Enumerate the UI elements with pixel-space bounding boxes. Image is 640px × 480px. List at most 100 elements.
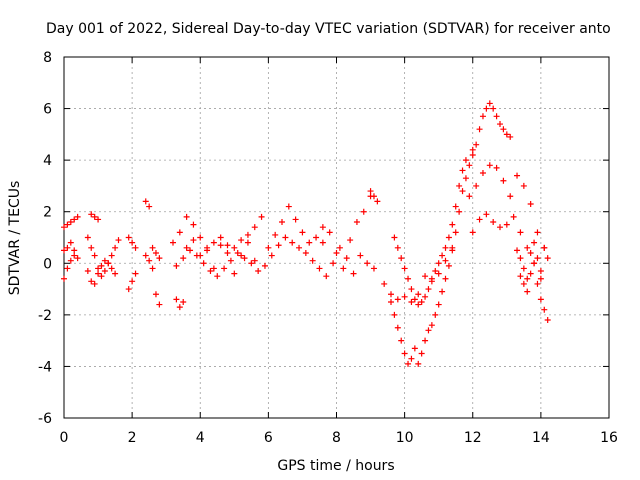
data-point <box>534 229 541 236</box>
data-point <box>336 244 343 251</box>
data-point <box>517 273 524 280</box>
data-point <box>435 270 442 277</box>
data-point <box>507 193 514 200</box>
data-point <box>319 224 326 231</box>
data-point <box>401 265 408 272</box>
data-point <box>534 255 541 262</box>
data-point <box>149 244 156 251</box>
data-point <box>67 239 74 246</box>
data-point <box>439 252 446 259</box>
data-point <box>112 244 119 251</box>
data-point <box>142 198 149 205</box>
data-point <box>537 296 544 303</box>
data-point <box>524 288 531 295</box>
axis-ticks <box>63 56 610 419</box>
data-point <box>64 265 71 272</box>
data-point <box>527 249 534 256</box>
data-point <box>473 182 480 189</box>
y-tick-label: 0 <box>43 256 52 272</box>
data-point <box>435 301 442 308</box>
data-point <box>473 141 480 148</box>
data-point <box>238 237 245 244</box>
data-point <box>330 260 337 267</box>
data-point <box>364 260 371 267</box>
data-point <box>479 113 486 120</box>
data-point <box>490 219 497 226</box>
data-point <box>91 213 98 220</box>
data-point <box>129 239 136 246</box>
data-point <box>234 249 241 256</box>
data-point <box>367 188 374 195</box>
data-point <box>370 265 377 272</box>
data-point <box>381 280 388 287</box>
data-point <box>452 203 459 210</box>
y-tick-label: 8 <box>43 50 52 66</box>
data-point <box>61 275 67 282</box>
data-point <box>445 262 452 269</box>
data-point <box>74 213 81 220</box>
data-point <box>180 255 187 262</box>
data-point <box>391 234 398 241</box>
data-point <box>152 291 159 298</box>
data-point <box>272 231 279 238</box>
data-point <box>142 252 149 259</box>
data-point <box>227 257 234 264</box>
data-point <box>534 280 541 287</box>
data-point <box>71 216 78 223</box>
data-point <box>88 278 95 285</box>
data-point <box>360 208 367 215</box>
data-point <box>210 239 217 246</box>
x-tick-label: 6 <box>264 430 273 446</box>
data-point <box>238 252 245 259</box>
data-point <box>279 219 285 226</box>
data-point <box>173 262 180 269</box>
data-point <box>469 146 476 153</box>
data-point <box>483 105 490 112</box>
data-point <box>435 260 442 267</box>
data-point <box>408 355 415 362</box>
data-point <box>95 265 102 272</box>
y-tick-labels: -6 -4 -2 0 2 4 6 8 <box>38 50 52 427</box>
data-point <box>425 327 432 334</box>
data-point <box>466 193 473 200</box>
data-point <box>289 239 296 246</box>
data-point <box>422 337 429 344</box>
y-tick-label: -2 <box>38 308 52 324</box>
data-points <box>61 100 551 367</box>
data-point <box>401 293 408 300</box>
data-point <box>268 252 275 259</box>
x-tick-label: 12 <box>464 430 482 446</box>
data-point <box>95 270 102 277</box>
data-point <box>408 298 415 305</box>
data-point <box>374 198 381 205</box>
data-point <box>445 234 452 241</box>
data-point <box>156 255 163 262</box>
data-point <box>132 244 139 251</box>
data-point <box>411 296 418 303</box>
data-point <box>221 265 228 272</box>
data-point <box>91 280 98 287</box>
x-tick-label: 4 <box>196 430 205 446</box>
data-point <box>442 257 449 264</box>
data-point <box>265 244 272 251</box>
data-point <box>84 268 91 275</box>
data-point <box>497 121 503 128</box>
data-point <box>520 280 527 287</box>
data-point <box>462 175 469 182</box>
data-point <box>101 257 108 264</box>
data-point <box>500 177 507 184</box>
data-point <box>398 255 405 262</box>
data-point <box>67 219 74 226</box>
data-point <box>316 265 323 272</box>
data-point <box>517 255 524 262</box>
data-point <box>476 126 483 133</box>
data-point <box>476 216 483 223</box>
data-point <box>190 221 197 228</box>
data-point <box>405 360 412 367</box>
data-point <box>388 298 394 305</box>
data-point <box>503 221 510 228</box>
data-point <box>84 234 91 241</box>
data-point <box>296 244 303 251</box>
data-point <box>479 170 486 177</box>
data-point <box>411 345 418 352</box>
